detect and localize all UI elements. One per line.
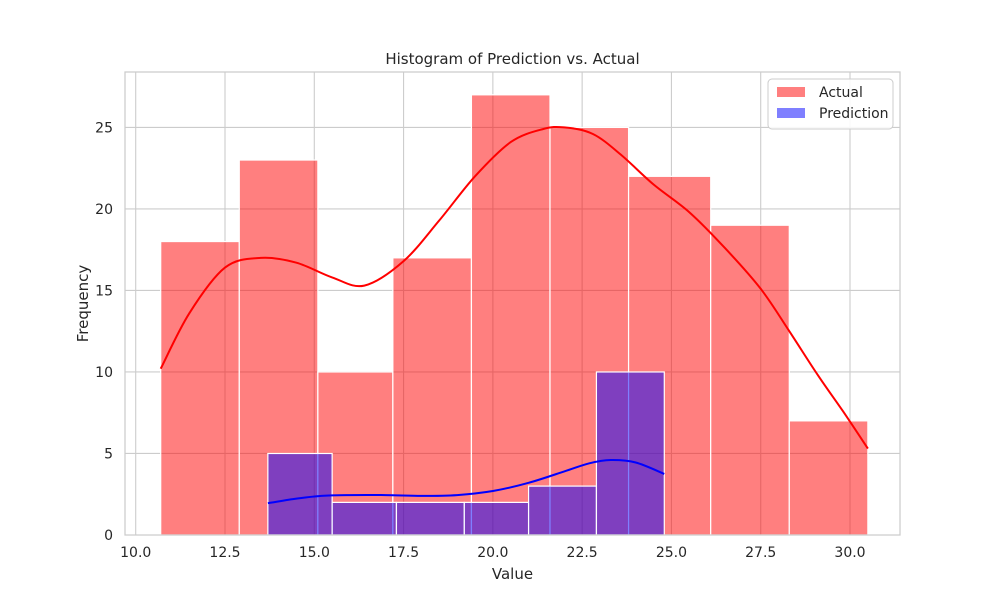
y-tick-label-5: 25 xyxy=(95,120,113,136)
x-tick-label-2: 15.0 xyxy=(299,545,330,561)
kde-line-actual xyxy=(159,125,869,450)
bar-actual-0 xyxy=(160,240,240,536)
y-tick-label-1: 5 xyxy=(104,446,113,462)
legend-swatch-actual xyxy=(777,87,805,97)
x-tick-label-3: 17.5 xyxy=(388,545,419,561)
x-tick-label-8: 30.0 xyxy=(834,545,865,561)
bar-actual-3 xyxy=(392,257,473,536)
plot-frame xyxy=(124,71,901,536)
histogram-bars xyxy=(160,94,869,536)
bar-prediction-0 xyxy=(267,452,333,536)
x-tick-label-6: 25.0 xyxy=(656,545,687,561)
chart-title: Histogram of Prediction vs. Actual xyxy=(385,50,639,68)
bar-actual-8 xyxy=(788,420,869,536)
x-tick-label-4: 20.0 xyxy=(477,545,508,561)
kde-curves xyxy=(159,125,869,505)
bar-prediction-1 xyxy=(331,501,398,536)
bar-actual-4 xyxy=(470,94,551,536)
bar-prediction-3 xyxy=(463,501,530,536)
y-tick-label-2: 10 xyxy=(95,365,113,381)
x-tick-label-5: 22.5 xyxy=(567,545,598,561)
kde-line-prediction xyxy=(267,458,665,505)
bar-prediction-5 xyxy=(595,371,665,536)
y-tick-label-4: 20 xyxy=(95,202,113,218)
bar-prediction-4 xyxy=(527,485,598,536)
x-tick-label-0: 10.0 xyxy=(120,545,151,561)
bar-actual-7 xyxy=(710,224,790,536)
x-axis-title: Value xyxy=(492,565,533,583)
legend: Actual Prediction xyxy=(767,78,894,130)
legend-label-prediction: Prediction xyxy=(819,106,889,122)
axis-ticks: 10.0 12.5 15.0 17.5 20.0 22.5 25.0 27.5 30.0 0 5 10… xyxy=(95,120,865,561)
legend-swatch-prediction xyxy=(777,108,805,118)
x-tick-label-1: 12.5 xyxy=(209,545,240,561)
y-axis-title: Frequency xyxy=(74,265,92,343)
legend-label-actual: Actual xyxy=(819,85,863,101)
x-tick-label-7: 27.5 xyxy=(745,545,776,561)
bar-prediction-2 xyxy=(395,501,465,536)
y-tick-label-3: 15 xyxy=(95,283,113,299)
y-tick-label-0: 0 xyxy=(104,528,113,544)
